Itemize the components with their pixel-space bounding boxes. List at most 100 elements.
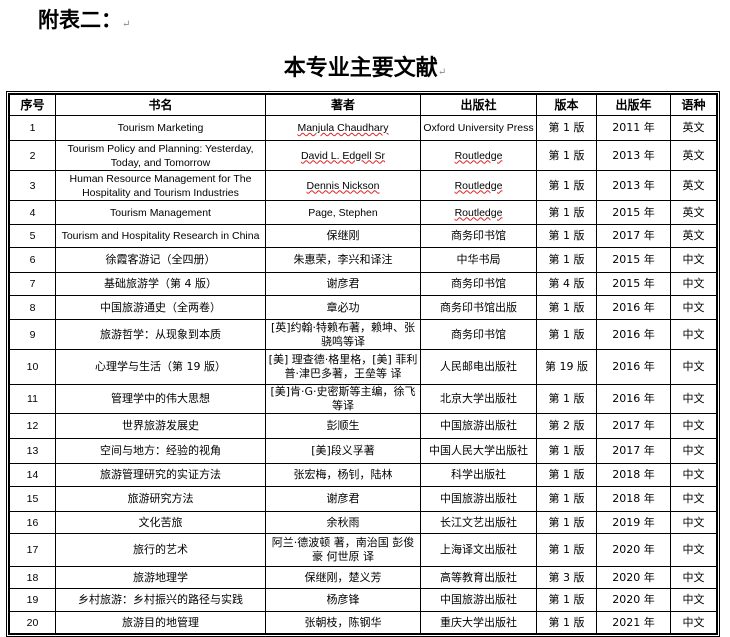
cell-publisher: 中国旅游出版社: [420, 588, 537, 612]
cell-index: 14: [9, 463, 56, 487]
annex-label: 附表二：↵: [38, 4, 130, 34]
cell-index: 3: [9, 170, 56, 201]
cell-publisher: 中华书局: [420, 247, 537, 273]
cell-author: David L. Edgell Sr: [265, 140, 421, 171]
cell-language: 中文: [670, 486, 717, 512]
cell-edition: 第 1 版: [536, 319, 597, 350]
cell-publisher: 商务印书馆出版: [420, 295, 537, 320]
cell-author: 彭顺生: [265, 413, 421, 439]
cell-edition: 第 1 版: [536, 486, 597, 512]
column-header-index: 序号: [9, 94, 56, 116]
cell-index: 7: [9, 272, 56, 296]
table-row: 11 管理学中的伟大思想 [美]肯·G·史密斯等主编，徐飞等译 北京大学出版社第 1 …: [9, 384, 717, 414]
cell-edition: 第 1 版: [536, 115, 597, 141]
cell-year: 2020 年: [596, 566, 671, 589]
document-title: 本专业主要文献↵: [0, 50, 730, 82]
cell-book-title: 空间与地方：经验的视角: [55, 438, 266, 464]
cell-language: 中文: [670, 319, 717, 350]
cell-edition: 第 1 版: [536, 140, 597, 171]
cell-index: 18: [9, 566, 56, 589]
cell-year: 2011 年: [596, 115, 671, 141]
cell-year: 2013 年: [596, 140, 671, 171]
cell-author: 余秋雨: [265, 511, 421, 534]
cell-book-title: Tourism Management: [55, 200, 266, 225]
cell-index: 20: [9, 611, 56, 634]
cell-edition: 第 1 版: [536, 200, 597, 225]
cell-edition: 第 19 版: [536, 349, 597, 385]
table-row: 7 基础旅游学（第 4 版） 谢彦君 商务印书馆第 4 版 2015 年中文: [9, 272, 717, 296]
cell-author: 张宏梅，杨钊，陆林: [265, 463, 421, 487]
cell-edition: 第 1 版: [536, 384, 597, 414]
cell-author: Manjula Chaudhary: [265, 115, 421, 141]
cell-index: 1: [9, 115, 56, 141]
cell-publisher: Routledge: [420, 170, 537, 201]
cell-publisher: 长江文艺出版社: [420, 511, 537, 534]
cell-book-title: 中国旅游通史（全两卷）: [55, 295, 266, 320]
annex-label-text: 附表二：: [38, 7, 122, 32]
cell-language: 中文: [670, 272, 717, 296]
cell-book-title: Human Resource Management for The Hospit…: [55, 170, 266, 201]
cell-year: 2020 年: [596, 533, 671, 567]
cell-language: 中文: [670, 247, 717, 273]
references-table-frame: 序号 书名 著者 出版社 版本 出版年 语种 1 Tourism Marketing Manju…: [6, 91, 720, 637]
cell-author: 阿兰·德波顿 著，南治国 彭俊豪 何世原 译: [265, 533, 421, 567]
cell-year: 2019 年: [596, 511, 671, 534]
cell-language: 英文: [670, 115, 717, 141]
cell-index: 5: [9, 224, 56, 248]
cell-author: 朱惠荣，李兴和译注: [265, 247, 421, 273]
cell-author: [美]肯·G·史密斯等主编，徐飞等译: [265, 384, 421, 414]
cell-language: 中文: [670, 533, 717, 567]
cell-edition: 第 1 版: [536, 588, 597, 612]
table-row: 3 Human Resource Management for The Hospi…: [9, 170, 717, 201]
cell-edition: 第 1 版: [536, 463, 597, 487]
cell-edition: 第 1 版: [536, 511, 597, 534]
cell-edition: 第 1 版: [536, 247, 597, 273]
cell-edition: 第 3 版: [536, 566, 597, 589]
cell-publisher: 中国旅游出版社: [420, 413, 537, 439]
cell-book-title: Tourism Policy and Planning: Yesterday, …: [55, 140, 266, 171]
table-row: 4 Tourism Management Page, Stephen Routledg…: [9, 200, 717, 225]
table-row: 14 旅游管理研究的实证方法 张宏梅，杨钊，陆林 科学出版社第 1 版 2018 年中文: [9, 463, 717, 487]
cell-author: [美]段义孚著: [265, 438, 421, 464]
cell-edition: 第 1 版: [536, 438, 597, 464]
cell-edition: 第 1 版: [536, 170, 597, 201]
cell-year: 2016 年: [596, 319, 671, 350]
table-row: 8 中国旅游通史（全两卷） 章必功 商务印书馆出版第 1 版 2016 年中文: [9, 295, 717, 320]
cell-language: 英文: [670, 224, 717, 248]
cell-language: 英文: [670, 140, 717, 171]
cell-index: 9: [9, 319, 56, 350]
column-header-edition: 版本: [536, 94, 597, 116]
cell-publisher: 中国人民大学出版社: [420, 438, 537, 464]
cell-book-title: 旅游哲学：从现象到本质: [55, 319, 266, 350]
cell-book-title: 文化苦旅: [55, 511, 266, 534]
cell-book-title: 旅行的艺术: [55, 533, 266, 567]
cell-language: 中文: [670, 611, 717, 634]
cell-language: 英文: [670, 170, 717, 201]
cell-author: 章必功: [265, 295, 421, 320]
cell-year: 2015 年: [596, 247, 671, 273]
cell-publisher: 北京大学出版社: [420, 384, 537, 414]
cell-year: 2016 年: [596, 349, 671, 385]
table-row: 5 Tourism and Hospitality Research in Chi…: [9, 224, 717, 248]
cell-publisher: 商务印书馆: [420, 224, 537, 248]
cell-publisher: Oxford University Press: [420, 115, 537, 141]
table-row: 18 旅游地理学 保继刚，楚义芳 高等教育出版社第 3 版 2020 年中文: [9, 566, 717, 589]
references-table: 序号 书名 著者 出版社 版本 出版年 语种 1 Tourism Marketing Manju…: [9, 94, 717, 634]
column-header-year: 出版年: [596, 94, 671, 116]
cell-book-title: 心理学与生活（第 19 版）: [55, 349, 266, 385]
cell-language: 中文: [670, 384, 717, 414]
cell-publisher: 人民邮电出版社: [420, 349, 537, 385]
cell-index: 4: [9, 200, 56, 225]
cell-author: [美] 理查德·格里格，[美] 菲利普·津巴多著，王垒等 译: [265, 349, 421, 385]
cell-edition: 第 1 版: [536, 533, 597, 567]
cell-book-title: 管理学中的伟大思想: [55, 384, 266, 414]
cell-year: 2016 年: [596, 295, 671, 320]
cell-year: 2015 年: [596, 272, 671, 296]
table-row: 2 Tourism Policy and Planning: Yesterday,…: [9, 140, 717, 171]
table-row: 1 Tourism Marketing Manjula Chaudhary Oxfor…: [9, 115, 717, 141]
cell-year: 2015 年: [596, 200, 671, 225]
column-header-language: 语种: [670, 94, 717, 116]
cell-publisher: 高等教育出版社: [420, 566, 537, 589]
cell-language: 中文: [670, 588, 717, 612]
cell-language: 中文: [670, 438, 717, 464]
